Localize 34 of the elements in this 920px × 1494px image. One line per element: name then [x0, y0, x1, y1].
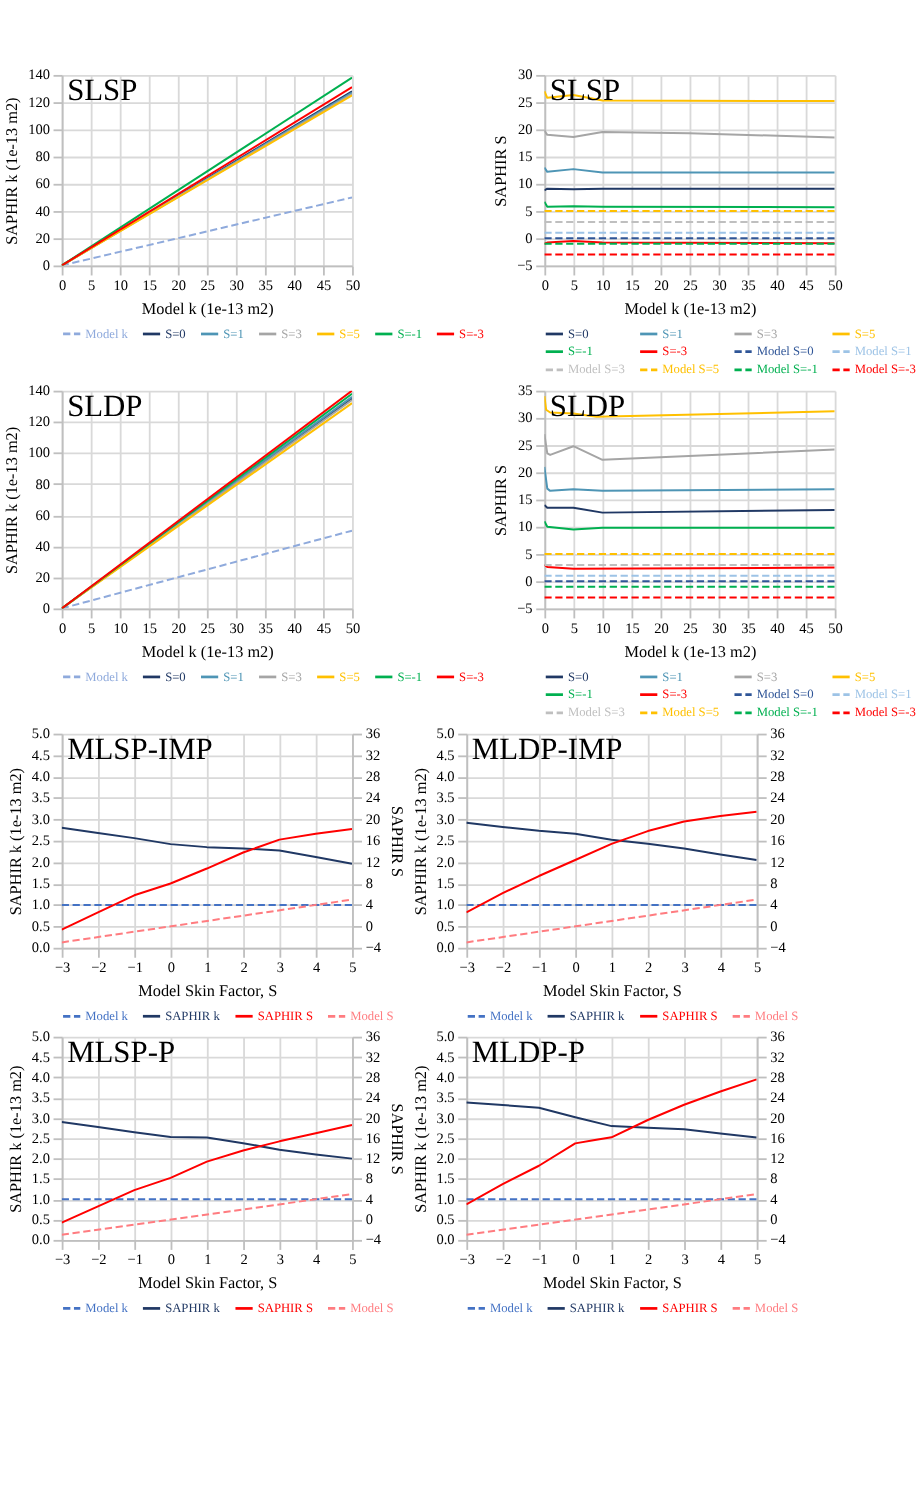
y-axis-title: SAPHIR k (1e-13 m2): [6, 767, 25, 916]
line-series: [61, 1124, 353, 1224]
y-axis-title: SAPHIR k (1e-13 m2): [3, 426, 22, 575]
x-axis-title: Model Skin Factor, S: [542, 981, 683, 1000]
chart-title: SLSP: [67, 74, 138, 109]
x-axis-title: Model Skin Factor, S: [138, 1274, 279, 1292]
y-axis-title: SAPHIR k (1e-13 m2): [411, 1065, 430, 1213]
x-axis-title: Model k (1e-13 m2): [141, 642, 275, 661]
y-axis-title: SAPHIR S: [492, 134, 511, 207]
chart-title: MLSP-P: [67, 1036, 176, 1071]
x-axis-title: Model Skin Factor, S: [542, 1274, 683, 1292]
line-series: [466, 821, 757, 861]
x-axis-title: Model k (1e-13 m2): [624, 299, 757, 318]
chart-title: MLDP-IMP: [471, 733, 623, 768]
x-axis-title: Model k (1e-13 m2): [624, 642, 757, 661]
y2-axis-title: SAPHIR S: [387, 806, 406, 879]
chart-title: SLDP: [67, 390, 143, 425]
line-series: [466, 1078, 757, 1206]
x-axis-title: Model Skin Factor, S: [138, 981, 279, 1000]
line-series: [466, 1101, 757, 1139]
y2-axis-title: SAPHIR S: [387, 1103, 406, 1176]
y-axis-title: SAPHIR S: [492, 463, 511, 537]
line-series: [61, 1121, 353, 1160]
chart-title: MLDP-P: [471, 1036, 585, 1071]
x-axis-title: Model k (1e-13 m2): [141, 299, 275, 318]
chart-title: MLSP-IMP: [67, 733, 213, 768]
line-series: [61, 827, 353, 931]
line-series: [466, 810, 757, 914]
y-axis-title: SAPHIR k (1e-13 m2): [3, 96, 22, 245]
line-series: [61, 826, 353, 865]
line-series: [544, 433, 835, 461]
y-axis-title: SAPHIR k (1e-13 m2): [411, 767, 430, 916]
line-series: [544, 465, 835, 492]
y-axis-title: SAPHIR k (1e-13 m2): [6, 1065, 25, 1213]
